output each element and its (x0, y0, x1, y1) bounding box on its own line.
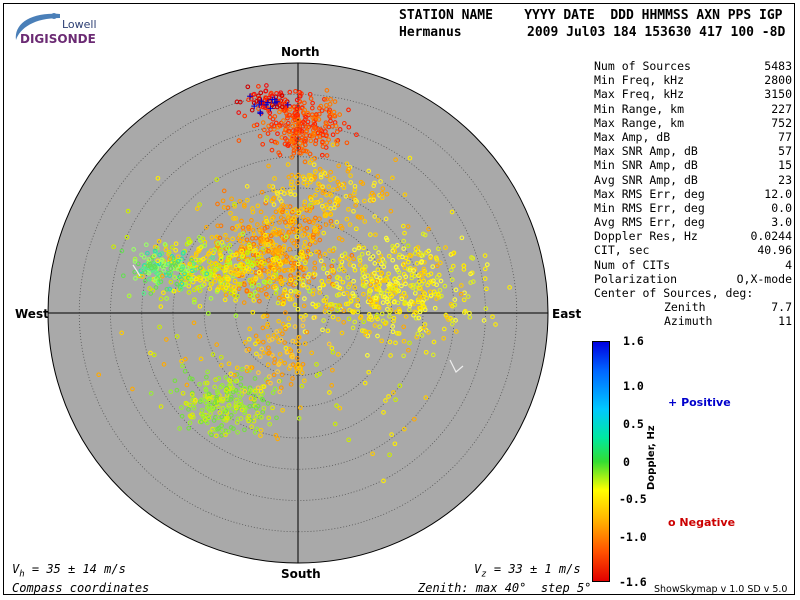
colorbar-tick-label: 1.0 (623, 379, 644, 394)
stat-value: 40.96 (757, 243, 792, 258)
plus-icon: + (668, 396, 678, 409)
colorbar-tick-label: -1.0 (619, 529, 647, 544)
stat-row: Min Freq, kHz 2800 (594, 73, 792, 87)
stats-panel: Num of Sources 5483 Min Freq, kHz 2800 Max F… (594, 59, 792, 329)
logo-swoosh-icon (15, 13, 60, 40)
center-azimuth-value: 11 (778, 314, 792, 329)
stat-row: Max SNR Amp, dB 57 (594, 144, 792, 158)
version-info: ShowSkymap v 1.0 SD v 5.0 (654, 584, 788, 595)
compass-north: North (281, 45, 320, 59)
stat-label: Max Freq, kHz (594, 87, 685, 102)
stat-row: Avg RMS Err, deg 3.0 (594, 215, 792, 229)
stat-row: Min RMS Err, deg 0.0 (594, 201, 792, 215)
stat-value: O,X-mode (736, 271, 792, 286)
stat-row: Max RMS Err, deg 12.0 (594, 187, 792, 201)
legend-negative: o Negative (668, 516, 735, 529)
vh-symbol: V (12, 562, 20, 576)
colorbar-tick-label: 1.6 (623, 334, 644, 348)
stat-row: Doppler Res, Hz 0.0244 (594, 229, 792, 243)
stat-value: 3.0 (771, 215, 792, 230)
stat-label: CIT, sec (594, 243, 650, 258)
vertical-velocity: Vz = 33 ± 1 m/s (474, 562, 581, 579)
colorbar-tick-label: -0.5 (619, 492, 647, 507)
stat-label: Num of Sources (594, 59, 691, 73)
stat-row: Num of Sources 5483 (594, 59, 792, 73)
stat-value: 23 (778, 172, 792, 187)
doppler-colorbar (592, 341, 610, 582)
legend-positive-label: Positive (681, 396, 731, 409)
stat-label: Doppler Res, Hz (594, 229, 698, 244)
stat-value: 752 (771, 115, 792, 130)
stat-value: 15 (778, 158, 792, 173)
stat-label: Avg RMS Err, deg (594, 215, 705, 230)
horizontal-velocity: Vh = 35 ± 14 m/s (12, 562, 126, 579)
vz-subscript: z (481, 569, 487, 580)
logo-text-lowell: Lowell (62, 18, 97, 31)
center-azimuth-row: Azimuth 11 (594, 314, 792, 328)
stat-value: 4 (785, 257, 792, 272)
stat-label: Min Freq, kHz (594, 73, 685, 88)
velocity-arrow (132, 264, 464, 373)
colorbar-axis-label: Doppler, Hz (646, 425, 657, 490)
stat-label: Avg SNR Amp, dB (594, 172, 698, 187)
stat-row: Num of CITs 4 (594, 258, 792, 272)
vh-value: = 35 ± 14 m/s (24, 562, 126, 576)
stat-row: Max Range, km 752 (594, 116, 792, 130)
center-zenith-value: 7.7 (771, 300, 792, 315)
stat-row: Avg SNR Amp, dB 23 (594, 173, 792, 187)
stat-value: 57 (778, 144, 792, 159)
legend-positive: + Positive (668, 396, 731, 409)
stat-label: Max Amp, dB (594, 129, 671, 144)
vz-symbol: V (474, 562, 482, 576)
stat-value: 3150 (764, 87, 792, 102)
circle-icon: o (668, 516, 676, 529)
center-azimuth-label: Azimuth (664, 314, 713, 329)
window-frame (3, 3, 795, 595)
zenith-info: Zenith: max 40° step 5° (418, 581, 592, 595)
compass-west: West (15, 307, 49, 321)
center-zenith-label: Zenith (664, 300, 706, 315)
lowell-digisonde-logo: Lowell DIGISONDE (10, 10, 100, 50)
header-columns: STATION NAME YYYY DATE DDD HHMMSS AXN PP… (399, 8, 783, 23)
stat-value: 12.0 (764, 186, 792, 201)
legend-negative-label: Negative (679, 516, 736, 529)
vh-subscript: h (19, 569, 25, 580)
center-of-sources-title: Center of Sources, deg: (594, 286, 754, 300)
stat-label: Max RMS Err, deg (594, 186, 705, 201)
stat-label: Max SNR Amp, dB (594, 144, 698, 159)
positive-sources (247, 93, 291, 117)
colorbar-tick-label: 0 (623, 454, 630, 469)
header-station-name: Hermanus (399, 25, 462, 40)
coordinates-label: Compass coordinates (12, 581, 150, 595)
stat-label: Max Range, km (594, 115, 685, 130)
stat-value: 227 (771, 101, 792, 116)
stats-list: Num of Sources 5483 Min Freq, kHz 2800 Max F… (594, 59, 792, 286)
stat-value: 5483 (764, 59, 792, 73)
stat-row: Min Range, km 227 (594, 102, 792, 116)
center-zenith-row: Zenith 7.7 (594, 300, 792, 314)
header-values: 2009 Jul03 184 153630 417 100 -8D (527, 25, 786, 40)
stat-value: 0.0244 (750, 229, 792, 244)
compass-east: East (552, 307, 582, 321)
vz-value: = 33 ± 1 m/s (486, 562, 581, 576)
stat-row: Min SNR Amp, dB 15 (594, 158, 792, 172)
stat-row: Max Amp, dB 77 (594, 130, 792, 144)
colorbar-tick-label: -1.6 (619, 575, 647, 589)
stat-label: Min RMS Err, deg (594, 200, 705, 215)
stat-row: CIT, sec 40.96 (594, 243, 792, 257)
stat-label: Num of CITs (594, 257, 671, 272)
source-points (96, 83, 512, 484)
stat-value: 77 (778, 129, 792, 144)
stat-label: Min Range, km (594, 101, 685, 116)
stat-row: Max Freq, kHz 3150 (594, 87, 792, 101)
stat-label: Min SNR Amp, dB (594, 158, 698, 173)
stat-label: Polarization (594, 271, 678, 286)
stat-value: 0.0 (771, 200, 792, 215)
compass-south: South (281, 567, 321, 581)
logo-text-digisonde: DIGISONDE (20, 32, 96, 46)
stat-value: 2800 (764, 73, 792, 88)
stat-row: Polarization O,X-mode (594, 272, 792, 286)
colorbar-tick-label: 0.5 (623, 416, 644, 431)
